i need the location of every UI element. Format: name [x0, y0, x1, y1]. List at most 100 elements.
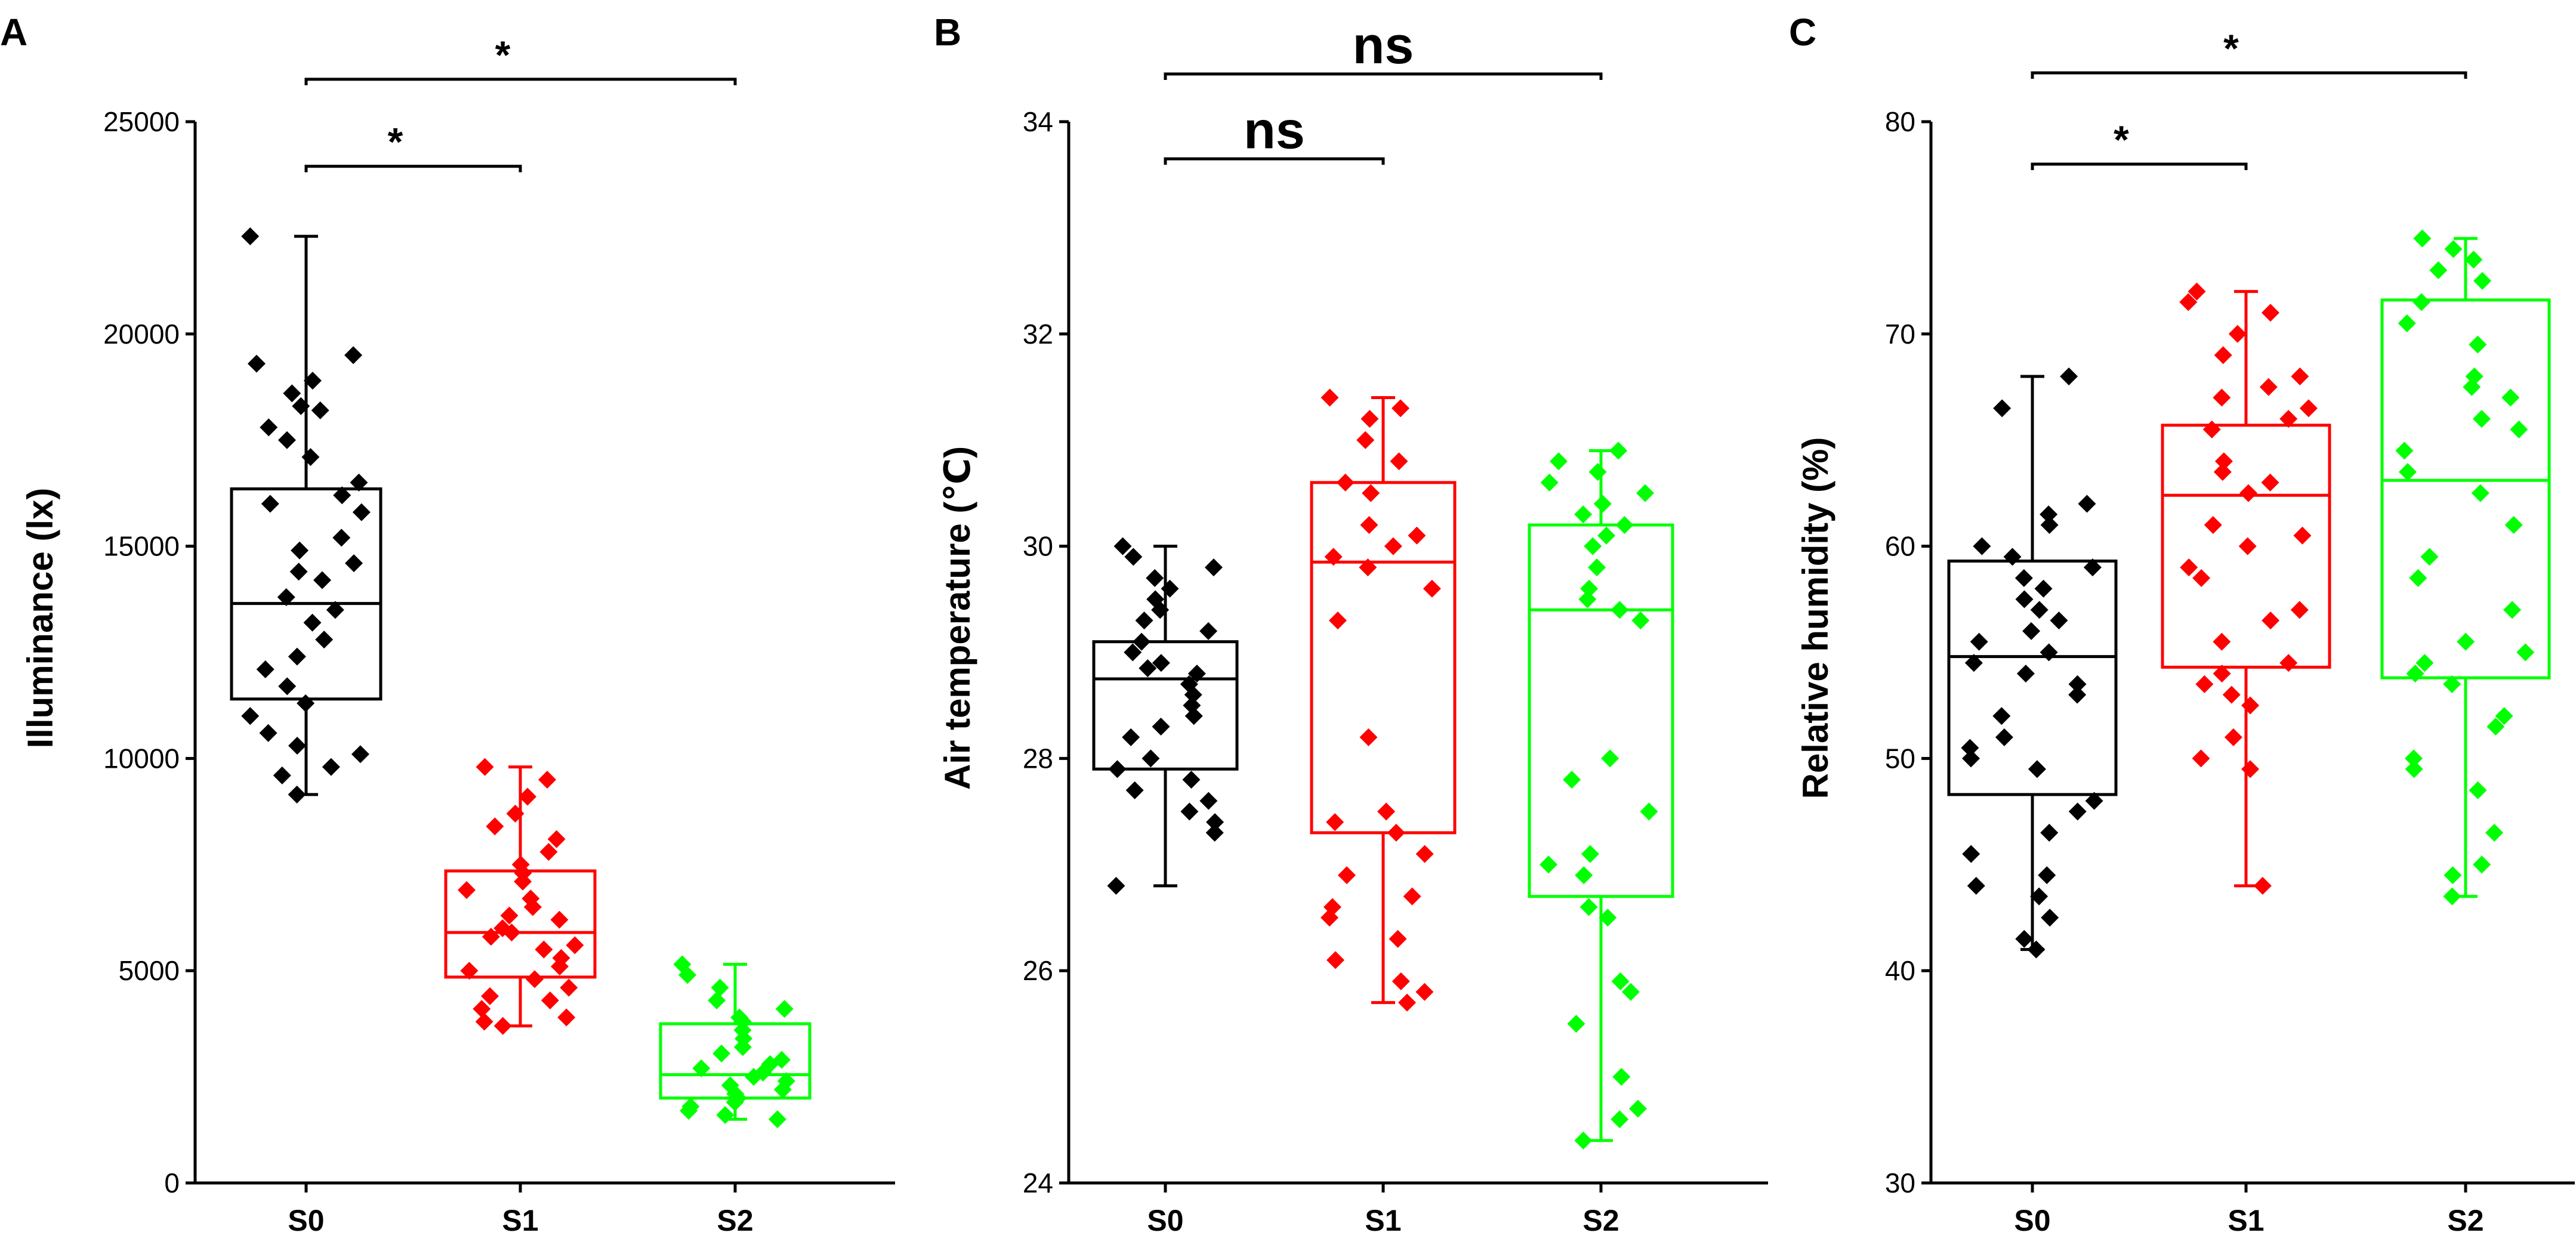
data-point: [733, 1038, 752, 1056]
data-point: [1581, 845, 1599, 863]
data-point: [680, 1102, 698, 1120]
data-point: [277, 431, 296, 449]
data-point: [473, 1000, 491, 1018]
data-point: [678, 966, 697, 984]
data-point: [1640, 802, 1658, 821]
data-point: [557, 1008, 576, 1027]
data-point: [2473, 855, 2491, 874]
data-point: [1389, 929, 1407, 948]
panel-letter: C: [1789, 11, 1816, 54]
data-point: [2290, 601, 2309, 619]
data-point: [2030, 887, 2049, 906]
data-point: [1146, 569, 1164, 587]
x-category-label: S1: [1365, 1204, 1401, 1237]
data-point: [2241, 696, 2260, 715]
data-point: [2068, 802, 2087, 821]
data-point: [1415, 845, 1434, 863]
data-point: [260, 418, 278, 437]
box-group-s2: [2380, 229, 2551, 906]
data-point: [1161, 579, 1179, 598]
data-point: [1563, 770, 1581, 789]
data-point: [2068, 675, 2087, 693]
data-point: [1152, 718, 1170, 736]
data-point: [506, 804, 525, 823]
data-point: [768, 1110, 786, 1129]
data-point: [475, 1012, 493, 1031]
data-point: [333, 486, 351, 505]
data-point: [1392, 399, 1410, 418]
significance-label: ns: [1244, 100, 1305, 159]
data-point: [1180, 802, 1199, 821]
data-point: [493, 1017, 512, 1035]
y-axis-title: Air temperature (℃): [937, 446, 977, 790]
data-point: [2495, 707, 2513, 725]
data-point: [2241, 760, 2260, 778]
x-category-label: S0: [288, 1204, 324, 1237]
data-point: [1142, 749, 1160, 768]
y-tick-label: 15000: [103, 531, 180, 562]
data-point: [708, 991, 726, 1010]
data-point: [2473, 271, 2492, 290]
data-point: [2444, 240, 2463, 258]
significance-brackets: * *: [388, 33, 511, 164]
data-point: [2195, 675, 2214, 693]
data-point: [2213, 388, 2231, 407]
data-point: [1615, 516, 1634, 535]
data-point: [351, 745, 369, 764]
box-iqr: [1310, 481, 1457, 835]
data-point: [1628, 1099, 1647, 1118]
data-point: [2213, 665, 2231, 683]
data-point: [1423, 579, 1441, 598]
data-point: [2224, 728, 2242, 746]
data-point: [303, 613, 322, 632]
data-point: [1328, 611, 1347, 630]
data-point: [1575, 866, 1593, 885]
data-point: [1108, 760, 1127, 778]
data-point: [303, 372, 322, 390]
data-point: [1360, 516, 1378, 535]
data-point: [566, 936, 584, 954]
data-point: [2279, 654, 2298, 672]
y-tick-label: 40: [1885, 955, 1915, 986]
significance-label: *: [495, 33, 511, 77]
data-point: [1631, 611, 1650, 630]
box-iqr: [1528, 523, 1674, 898]
data-point: [1152, 654, 1170, 672]
data-point: [2078, 495, 2096, 513]
data-point: [2015, 929, 2034, 948]
data-point: [288, 785, 306, 804]
data-point: [313, 571, 332, 589]
box-group-s0: [230, 227, 382, 804]
data-point: [2463, 378, 2481, 396]
data-point: [288, 737, 307, 755]
data-point: [2222, 685, 2241, 704]
data-point: [2261, 473, 2279, 492]
data-point: [1387, 823, 1405, 842]
data-point: [2409, 569, 2427, 587]
data-point: [2028, 760, 2046, 778]
data-point: [1612, 1068, 1631, 1086]
data-point: [1597, 526, 1616, 545]
significance-label: *: [2223, 26, 2239, 70]
data-point: [476, 758, 494, 776]
data-point: [2262, 611, 2280, 630]
data-point: [1133, 632, 1151, 651]
data-point: [1540, 855, 1558, 874]
data-point: [1377, 802, 1396, 821]
x-category-label: S2: [2447, 1204, 2484, 1237]
data-point: [539, 842, 558, 861]
data-point: [1359, 558, 1377, 577]
data-point: [2192, 569, 2211, 587]
data-point: [1326, 813, 1344, 832]
data-point: [775, 1000, 794, 1018]
data-point: [1124, 643, 1142, 662]
box-group-s0: [1092, 537, 1239, 895]
data-point: [1205, 823, 1224, 842]
data-point: [745, 1068, 763, 1086]
data-point: [519, 787, 537, 806]
data-point: [1384, 537, 1402, 555]
data-point: [1125, 781, 1144, 799]
data-point: [1184, 685, 1202, 704]
data-point: [1326, 951, 1345, 969]
data-point: [2395, 441, 2414, 460]
